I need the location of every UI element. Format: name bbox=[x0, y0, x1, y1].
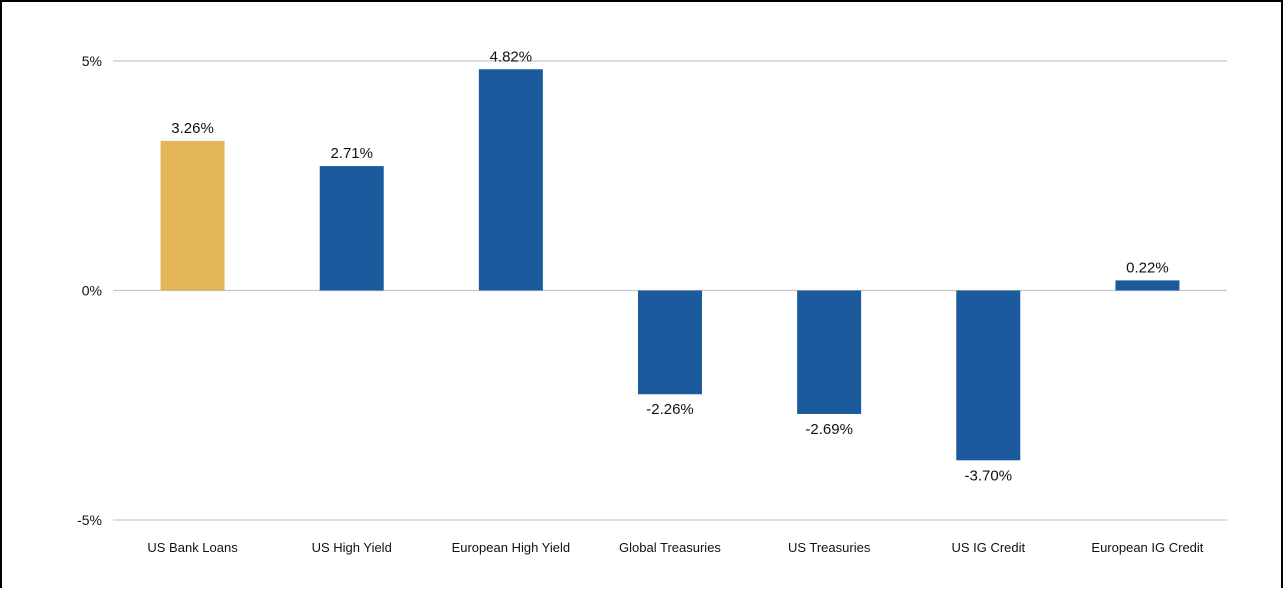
y-tick-label: 0% bbox=[82, 283, 102, 299]
data-label: -3.70% bbox=[965, 467, 1013, 484]
data-label: 2.71% bbox=[330, 145, 373, 162]
bar bbox=[1115, 280, 1180, 291]
x-axis-categories: US Bank Loans US High Yield European High … bbox=[147, 540, 1203, 555]
y-tick-label: 5% bbox=[82, 53, 102, 69]
data-label: -2.26% bbox=[646, 401, 694, 418]
y-axis-ticks: 5% 0% -5% bbox=[77, 53, 102, 528]
bar bbox=[797, 290, 862, 414]
data-label: 0.22% bbox=[1126, 259, 1169, 276]
category-label: US Treasuries bbox=[788, 540, 871, 555]
category-label: US IG Credit bbox=[951, 540, 1025, 555]
category-label: European IG Credit bbox=[1091, 540, 1203, 555]
category-label: US High Yield bbox=[312, 540, 392, 555]
bars bbox=[160, 69, 1180, 461]
data-label: 3.26% bbox=[171, 120, 214, 137]
bar bbox=[638, 290, 702, 395]
bar bbox=[478, 69, 543, 291]
data-label: 4.82% bbox=[490, 48, 533, 65]
data-labels: 3.26% 2.71% 4.82% -2.26% -2.69% -3.70% 0.22% bbox=[171, 48, 1168, 484]
bar bbox=[319, 166, 384, 291]
category-label: Global Treasuries bbox=[619, 540, 721, 555]
bar bbox=[956, 290, 1021, 461]
y-tick-label: -5% bbox=[77, 512, 102, 528]
data-label: -2.69% bbox=[805, 421, 853, 438]
bar bbox=[160, 140, 225, 291]
category-label: US Bank Loans bbox=[147, 540, 238, 555]
category-label: European High Yield bbox=[452, 540, 571, 555]
